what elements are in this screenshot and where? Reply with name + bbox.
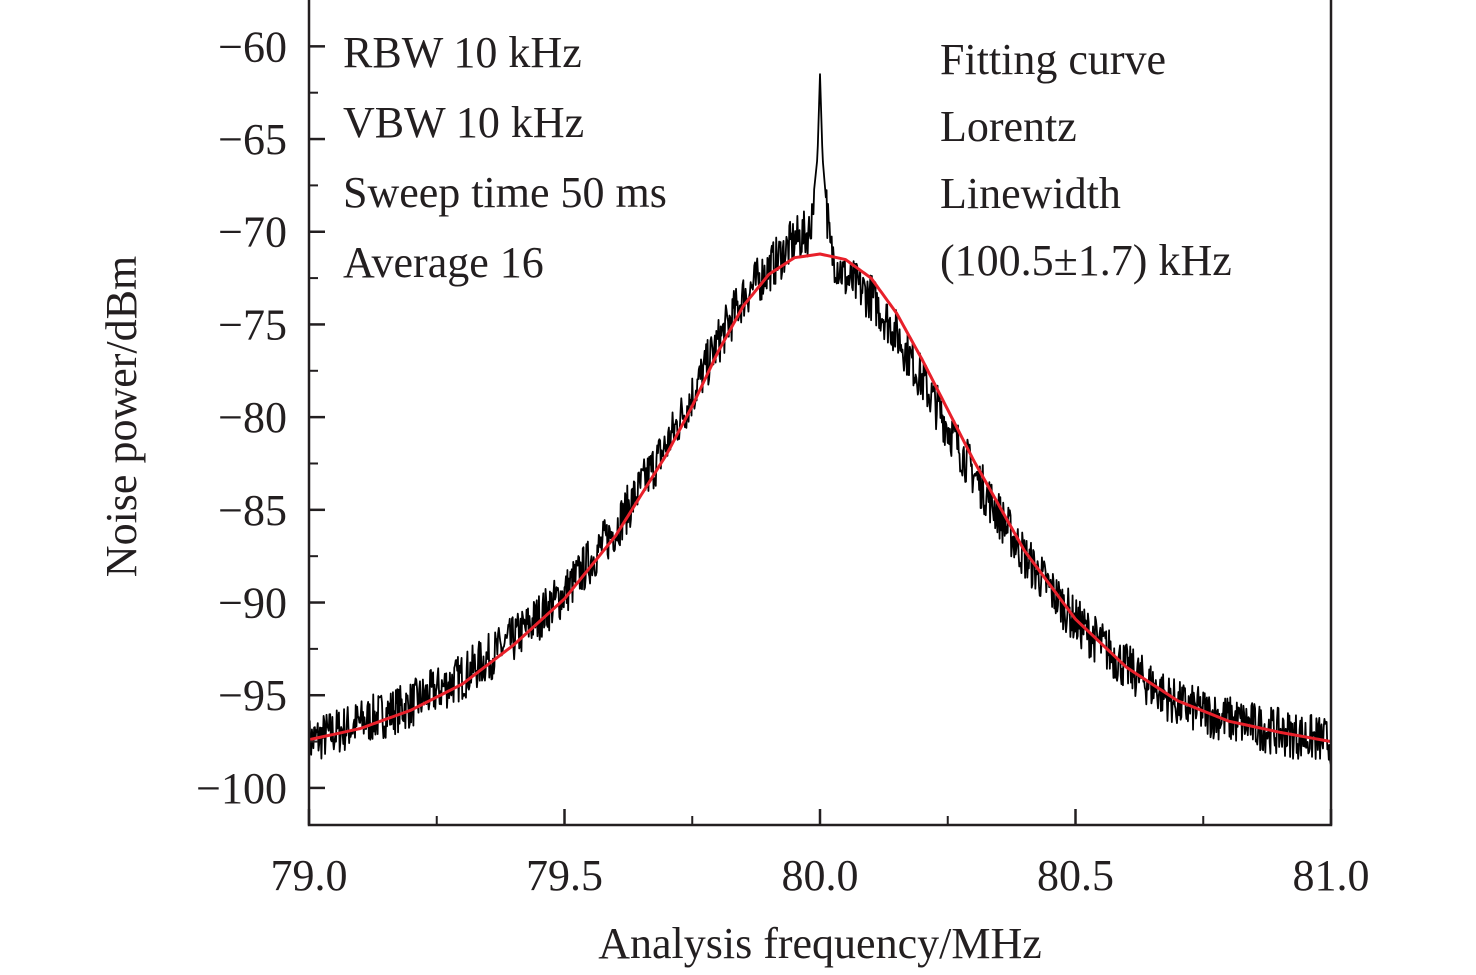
- measured-spectrum-line: [309, 73, 1331, 766]
- x-tick-label: 80.5: [1037, 851, 1114, 900]
- annotation-sweep-time: Sweep time 50 ms: [343, 168, 667, 217]
- lorentz-fit-line: [309, 252, 1331, 744]
- y-tick-label: −65: [218, 115, 287, 164]
- x-tick-label: 79.5: [526, 851, 603, 900]
- y-tick-label: −100: [196, 764, 287, 813]
- annotation-vbw: VBW 10 kHz: [343, 98, 584, 147]
- x-tick-label: 79.0: [271, 851, 348, 900]
- annotation-rbw: RBW 10 kHz: [343, 28, 582, 77]
- series-group: [309, 73, 1331, 766]
- x-tick-label: 80.0: [782, 851, 859, 900]
- annotation-lorentz: Lorentz: [940, 102, 1077, 151]
- y-tick-label: −85: [218, 486, 287, 535]
- y-tick-label: −80: [218, 393, 287, 442]
- y-tick-label: −70: [218, 208, 287, 257]
- ticks-group: [307, 45, 1333, 825]
- y-tick-label: −75: [218, 300, 287, 349]
- y-tick-label: −95: [218, 671, 287, 720]
- annotation-linewidth-value: (100.5±1.7) kHz: [940, 236, 1232, 285]
- annotation-right: Fitting curve Lorentz Linewidth (100.5±1…: [940, 35, 1232, 285]
- annotation-left: RBW 10 kHz VBW 10 kHz Sweep time 50 ms A…: [343, 28, 667, 287]
- x-tick-label: 81.0: [1293, 851, 1370, 900]
- y-tick-label: −90: [218, 579, 287, 628]
- annotation-average: Average 16: [343, 238, 544, 287]
- y-axis-title: Noise power/dBm: [97, 256, 146, 577]
- annotation-linewidth: Linewidth: [940, 169, 1121, 218]
- x-axis-title: Analysis frequency/MHz: [598, 919, 1042, 968]
- tick-labels-group: 79.0 79.5 80.0 80.5 81.0 −60 −65 −70 −75 −80 −85 −9…: [196, 22, 1369, 900]
- annotation-fitting-curve: Fitting curve: [940, 35, 1166, 84]
- y-tick-label: −60: [218, 22, 287, 71]
